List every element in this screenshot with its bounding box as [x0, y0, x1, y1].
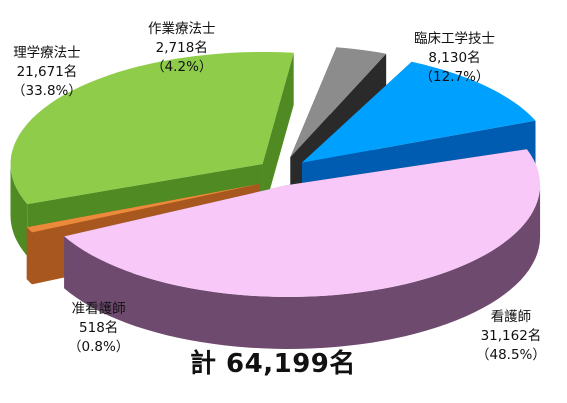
label-sagyo-name: 作業療法士 [148, 21, 216, 37]
label-rigaku-pct: （33.8%） [12, 83, 82, 99]
slice-junkangoshi-top [26, 183, 260, 233]
label-kangoshi-pct: （48.5%） [476, 347, 546, 363]
slice-kangoshi-top [64, 149, 540, 297]
label-kangoshi: 看護師 31,162名 （48.5%） [476, 308, 546, 365]
label-kangoshi-name: 看護師 [490, 309, 532, 325]
slice-rigaku-wall-1 [262, 52, 294, 216]
slice-sagyo-top [290, 47, 387, 158]
label-sagyo-pct: （4.2%） [151, 59, 213, 75]
slice-rinsho-top [301, 61, 536, 163]
label-junkangoshi: 准看護師 518名 （0.8%） [68, 300, 129, 357]
slice-kangoshi-side-0 [64, 184, 541, 349]
label-junkangoshi-pct: （0.8%） [68, 339, 130, 355]
label-rigaku-value: 21,671名 [16, 64, 78, 80]
label-junkangoshi-value: 518名 [79, 320, 119, 336]
label-rinsho-name: 臨床工学技士 [414, 31, 495, 47]
label-junkangoshi-name: 准看護師 [71, 301, 126, 317]
total-label: 計 64,199名 [190, 349, 356, 379]
label-rinsho: 臨床工学技士 8,130名 （12.7%） [414, 30, 495, 87]
label-rinsho-value: 8,130名 [428, 50, 481, 66]
label-rigaku-name: 理学療法士 [13, 45, 81, 61]
label-rigaku: 理学療法士 21,671名 （33.8%） [12, 44, 82, 101]
slice-junkangoshi-side-0 [26, 227, 33, 285]
slice-rigaku-top [10, 52, 294, 205]
label-sagyo-value: 2,718名 [155, 40, 208, 56]
label-rinsho-pct: （12.7%） [419, 69, 490, 85]
slice-rigaku-side-0 [10, 164, 28, 257]
label-kangoshi-value: 31,162名 [480, 328, 542, 344]
label-sagyo: 作業療法士 2,718名 （4.2%） [148, 20, 216, 77]
